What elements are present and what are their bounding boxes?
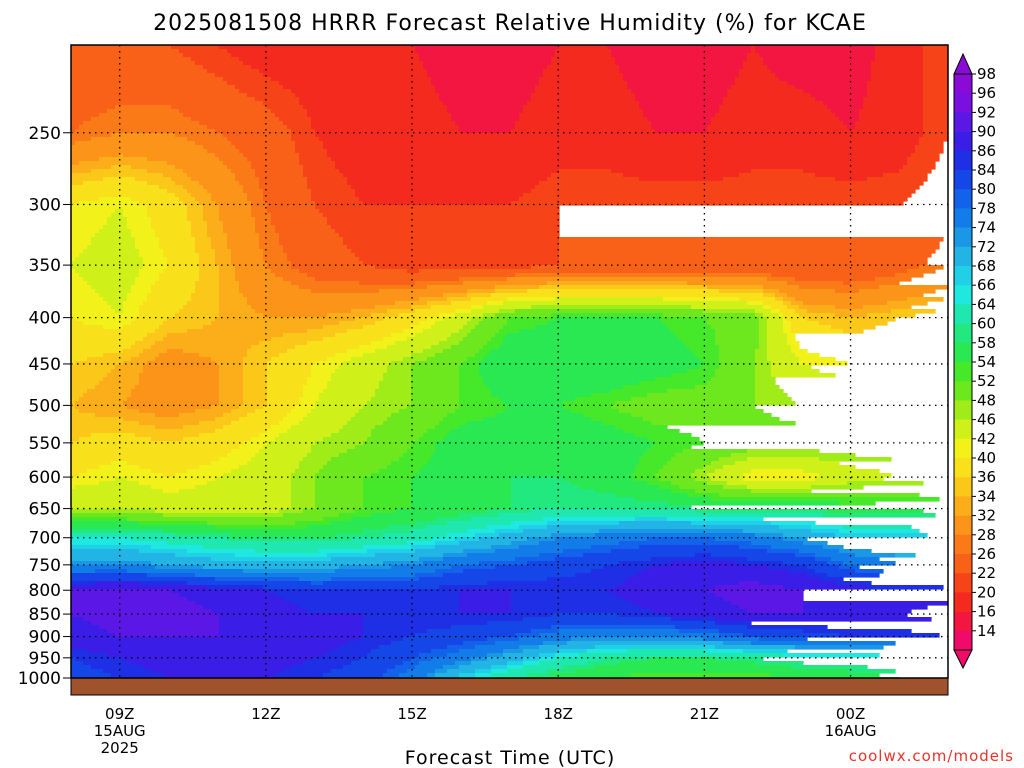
colorbar-label: 90 — [977, 123, 996, 141]
y-tick-label: 350 — [29, 256, 61, 276]
x-tick-label: 16AUG — [825, 722, 877, 740]
colorbar-label: 58 — [977, 334, 996, 352]
colorbar-swatch — [954, 93, 972, 113]
x-tick-label: 18Z — [544, 705, 573, 723]
colorbar-swatch — [954, 573, 972, 593]
colorbar-label: 96 — [977, 84, 996, 102]
colorbar-swatch — [954, 362, 972, 382]
x-tick-label: 09Z — [105, 705, 134, 723]
colorbar-label: 98 — [977, 65, 996, 83]
colorbar-swatch — [954, 630, 972, 651]
colorbar-swatch — [954, 534, 972, 555]
y-tick-label: 800 — [29, 581, 61, 601]
colorbar-swatch — [954, 381, 972, 401]
colorbar-swatch — [954, 342, 972, 363]
colorbar-label: 54 — [977, 353, 996, 371]
colorbar-label: 72 — [977, 238, 996, 256]
x-tick-label: 21Z — [690, 705, 719, 723]
colorbar-swatch — [954, 419, 972, 440]
colorbar-label: 20 — [977, 583, 996, 601]
y-tick-label: 650 — [29, 500, 61, 520]
colorbar-label: 84 — [977, 161, 996, 179]
colorbar-swatch — [954, 438, 972, 459]
colorbar-swatch — [954, 189, 972, 209]
y-tick-label: 900 — [29, 628, 61, 648]
plot-frame — [70, 44, 949, 679]
colorbar-label: 40 — [977, 449, 996, 467]
colorbar-swatch — [954, 458, 972, 478]
rh-contour-field — [71, 45, 948, 678]
colorbar-swatch — [954, 227, 972, 248]
x-axis-label: Forecast Time (UTC) — [405, 747, 615, 768]
colorbar-swatch — [954, 515, 972, 536]
ground-surface — [70, 677, 949, 696]
colorbar-swatch — [954, 112, 972, 132]
y-tick-label: 700 — [29, 529, 61, 549]
colorbar-label: 78 — [977, 199, 996, 217]
colorbar-label: 26 — [977, 545, 996, 563]
y-tick-label: 250 — [29, 124, 61, 144]
pressure-axis: 250 300 350 400 450 500 550 600 650 700 750 800 850 9… — [18, 124, 71, 689]
colorbar-swatch — [954, 400, 972, 420]
colorbar-label: 86 — [977, 142, 996, 160]
y-tick-label: 750 — [29, 556, 61, 576]
colorbar-swatch — [954, 131, 972, 152]
colorbar-top-arrow — [953, 52, 973, 75]
colorbar-label: 80 — [977, 180, 996, 198]
x-tick-label: 00Z — [836, 705, 865, 723]
chart-title: 2025081508 HRRR Forecast Relative Humidi… — [153, 11, 867, 36]
colorbar-swatch — [954, 285, 972, 305]
colorbar-label: 52 — [977, 372, 996, 390]
credit-text: coolwx.com/models — [849, 747, 1014, 765]
colorbar-swatch — [954, 74, 972, 94]
colorbar-swatch — [954, 150, 972, 171]
colorbar-swatch — [954, 611, 972, 632]
y-tick-label: 600 — [29, 468, 61, 488]
colorbar-label: 64 — [977, 295, 996, 313]
colorbar-swatch — [954, 170, 972, 190]
x-tick-label: 2025 — [101, 739, 139, 757]
colorbar-label: 28 — [977, 526, 996, 544]
colorbar-swatch — [954, 554, 972, 574]
colorbar-swatch — [954, 592, 972, 612]
colorbar-label: 68 — [977, 257, 996, 275]
y-tick-label: 550 — [29, 434, 61, 454]
y-tick-label: 850 — [29, 605, 61, 625]
colorbar-label: 42 — [977, 430, 996, 448]
colorbar-label: 14 — [977, 622, 996, 640]
colorbar-label: 48 — [977, 391, 996, 409]
x-tick-label: 15AUG — [94, 722, 146, 740]
colorbar-swatch — [954, 477, 972, 497]
colorbar-swatch — [954, 496, 972, 516]
colorbar-label: 92 — [977, 103, 996, 121]
y-tick-label: 450 — [29, 355, 61, 375]
colorbar-label: 22 — [977, 564, 996, 582]
colorbar-label: 46 — [977, 411, 996, 429]
plot-grid — [71, 45, 948, 678]
colorbar-label: 32 — [977, 507, 996, 525]
colorbar-bottom-arrow — [953, 649, 973, 670]
x-tick-label: 15Z — [397, 705, 426, 723]
y-tick-label: 1000 — [18, 669, 61, 689]
colorbar-swatch — [954, 266, 972, 286]
colorbar-swatch — [954, 208, 972, 228]
colorbar-swatch — [954, 304, 972, 324]
colorbar-label: 16 — [977, 603, 996, 621]
x-tick-label: 12Z — [251, 705, 280, 723]
colorbar-label: 36 — [977, 468, 996, 486]
y-tick-label: 950 — [29, 649, 61, 669]
y-tick-label: 500 — [29, 396, 61, 416]
y-tick-label: 300 — [29, 195, 61, 215]
colorbar-label: 74 — [977, 219, 996, 237]
y-tick-label: 400 — [29, 309, 61, 329]
colorbar-label: 34 — [977, 487, 996, 505]
colorbar-label: 66 — [977, 276, 996, 294]
colorbar-swatch — [954, 323, 972, 344]
colorbar-label: 60 — [977, 315, 996, 333]
colorbar-swatch — [954, 246, 972, 267]
